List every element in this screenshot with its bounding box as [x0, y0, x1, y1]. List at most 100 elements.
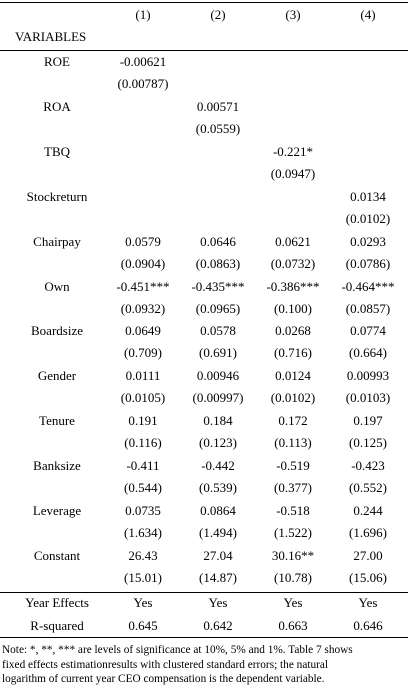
standard-error: (0.552)	[349, 480, 387, 496]
standard-error: (15.06)	[349, 569, 387, 585]
row-label: Leverage	[32, 503, 82, 518]
row-label: ROE	[44, 54, 70, 69]
standard-error: (0.0105)	[120, 390, 166, 406]
variables-label: VARIABLES	[15, 29, 87, 44]
row-label: Chairpay	[33, 233, 81, 249]
coefficient: 0.191	[128, 413, 158, 429]
coefficient: 0.0268	[275, 323, 311, 339]
standard-error: (0.377)	[274, 480, 312, 496]
standard-error: (1.522)	[274, 525, 312, 540]
coefficient: 30.16**	[271, 547, 315, 563]
standard-error: (0.0732)	[270, 255, 316, 271]
standard-error: (0.544)	[124, 480, 162, 496]
standard-error: (0.00997)	[192, 390, 244, 406]
coefficient: 0.0134	[350, 188, 386, 204]
note-line: fixed effects estimationresults with clu…	[2, 658, 329, 671]
footer-cell: 0.646	[353, 618, 383, 633]
standard-error: (0.0103)	[345, 390, 391, 406]
row-label: Constant	[33, 547, 81, 563]
coefficient: 0.0124	[275, 368, 311, 384]
coefficient: -0.00621	[119, 54, 167, 69]
standard-error: (0.0102)	[345, 210, 391, 226]
standard-error: (0.123)	[199, 435, 237, 451]
coefficient: -0.386***	[266, 278, 320, 294]
standard-error: (0.0786)	[345, 255, 391, 271]
standard-error: (0.00787)	[117, 76, 169, 91]
standard-error: (0.0947)	[270, 165, 316, 181]
standard-error: (15.01)	[124, 569, 162, 585]
top-rule	[0, 2, 408, 3]
standard-error: (10.78)	[274, 569, 312, 585]
standard-error: (0.0863)	[195, 255, 241, 271]
coefficient: 0.00571	[196, 98, 240, 114]
body-rule	[0, 592, 408, 593]
row-label: Stockreturn	[26, 188, 88, 204]
standard-error: (14.87)	[199, 569, 237, 585]
coefficient: 0.0621	[275, 233, 311, 249]
standard-error: (0.539)	[199, 480, 237, 496]
coefficient: 0.0735	[125, 503, 161, 518]
column-header: (1)	[135, 7, 151, 22]
standard-error: (0.113)	[274, 435, 312, 451]
coefficient: -0.451***	[116, 278, 170, 294]
coefficient: -0.442	[201, 458, 235, 474]
coefficient: 0.0293	[350, 233, 386, 249]
row-label: Banksize	[33, 458, 81, 474]
row-label: Gender	[37, 368, 77, 384]
standard-error: (0.691)	[199, 345, 237, 361]
standard-error: (0.116)	[124, 435, 162, 451]
coefficient: 26.43	[128, 547, 158, 563]
coefficient: -0.518	[276, 503, 310, 518]
standard-error: (0.0904)	[120, 255, 166, 271]
coefficient: -0.519	[276, 458, 310, 474]
standard-error: (0.664)	[349, 345, 387, 361]
coefficient: 0.0864	[200, 503, 236, 518]
bottom-rule	[0, 637, 408, 638]
standard-error: (1.696)	[349, 525, 387, 540]
footer-cell: Yes	[283, 595, 303, 610]
row-label: Own	[44, 278, 70, 294]
coefficient: -0.464***	[341, 278, 395, 294]
coefficient: 0.184	[203, 413, 233, 429]
standard-error: (1.634)	[124, 525, 162, 540]
row-label: Boardsize	[31, 323, 83, 339]
standard-error: (0.709)	[124, 345, 162, 361]
standard-error: (0.0102)	[270, 390, 316, 406]
coefficient: 0.0579	[125, 233, 161, 249]
footer-cell: Yes	[358, 595, 378, 610]
coefficient: 0.0774	[350, 323, 386, 339]
coefficient: 0.244	[353, 503, 383, 518]
coefficient: 0.00946	[196, 368, 240, 384]
footer-cell: 0.645	[128, 618, 158, 633]
coefficient: 0.172	[278, 413, 308, 429]
standard-error: (0.0965)	[195, 300, 241, 316]
row-label: ROA	[43, 98, 71, 114]
note-line: logarithm of current year CEO compensati…	[2, 673, 325, 685]
coefficient: 27.04	[203, 547, 233, 563]
coefficient: 0.0646	[200, 233, 236, 249]
coefficient: -0.411	[126, 458, 160, 474]
standard-error: (0.100)	[274, 300, 312, 316]
row-label: Tenure	[39, 413, 75, 429]
footer-cell: Yes	[133, 595, 153, 610]
coefficient: 0.197	[353, 413, 383, 429]
coefficient: 0.0578	[200, 323, 236, 339]
column-header: (4)	[360, 7, 376, 22]
header-rule	[0, 50, 408, 51]
coefficient: -0.423	[351, 458, 385, 474]
footer-cell: 0.642	[203, 618, 233, 633]
note-line: Note: *, **, *** are levels of significa…	[2, 644, 353, 656]
row-label: TBQ	[44, 143, 70, 159]
coefficient: 27.00	[353, 547, 383, 563]
column-header: (2)	[210, 7, 226, 22]
standard-error: (0.716)	[274, 345, 312, 361]
standard-error: (0.0857)	[345, 300, 391, 316]
coefficient: -0.435***	[191, 278, 245, 294]
row-label: Year Effects	[25, 595, 89, 610]
footer-cell: 0.663	[278, 618, 308, 633]
coefficient: -0.221*	[272, 143, 314, 159]
standard-error: (1.494)	[199, 525, 237, 540]
standard-error: (0.0932)	[120, 300, 166, 316]
coefficient: 0.0649	[125, 323, 161, 339]
